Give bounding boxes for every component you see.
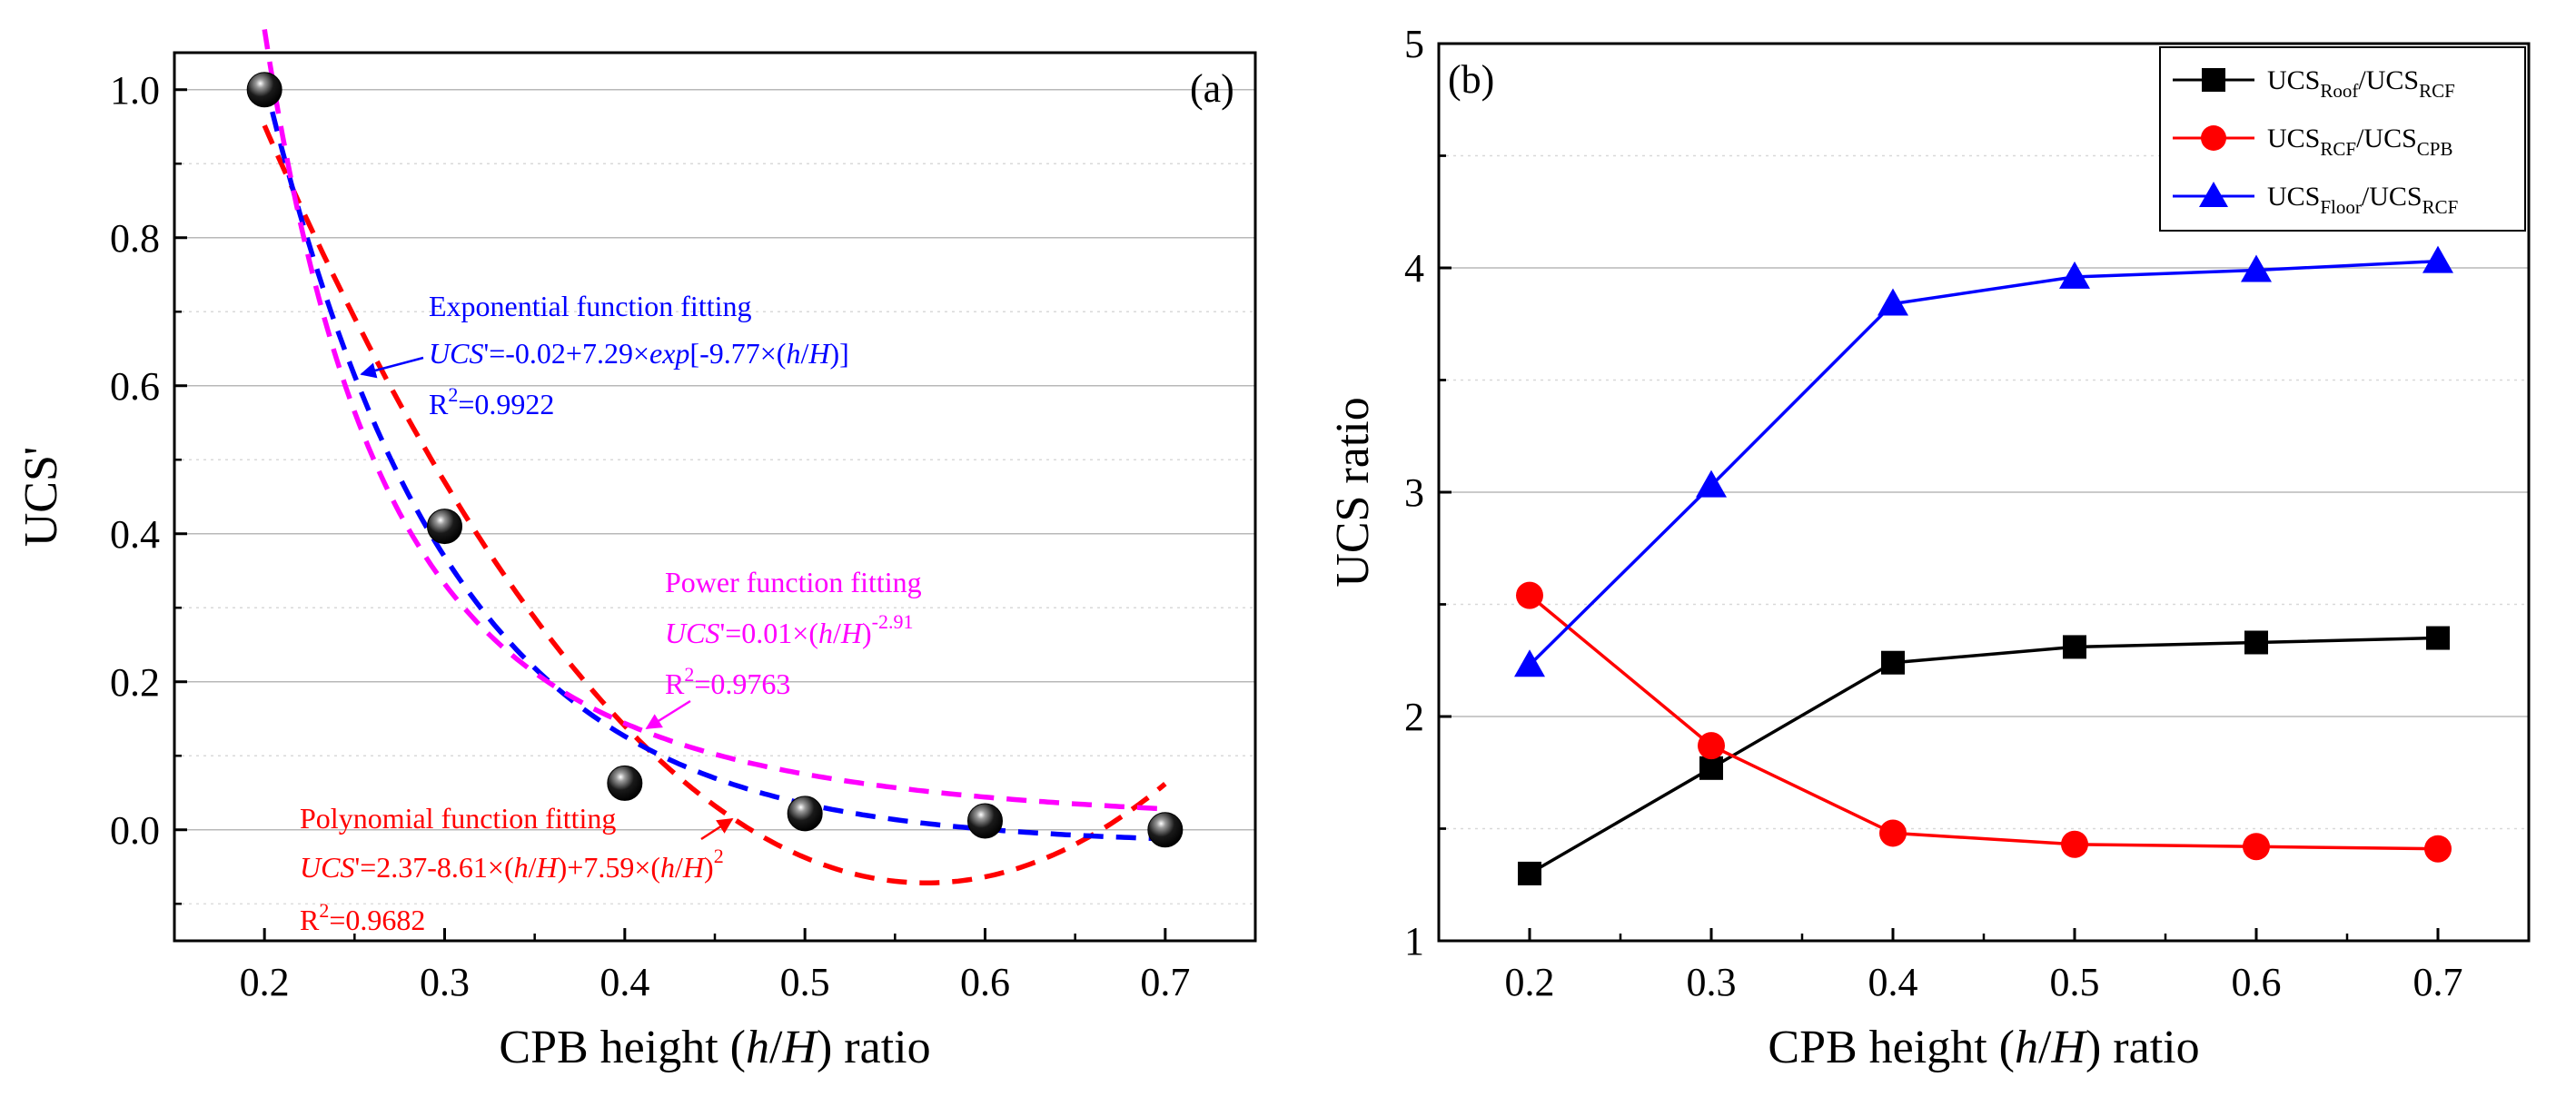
polynomial-fit-title: Polynomial function fitting [300,802,616,835]
legend-swatch-marker-floor [2199,182,2228,207]
data-point [1147,812,1184,848]
panel-b-ytick-label: 1 [1404,919,1424,964]
panel-b-series-markers [1514,245,2453,885]
series-line-floor [1528,259,2439,667]
data-point [967,803,1003,839]
series-marker-rcf [2243,833,2270,861]
panel-a-ytick-label: 0.6 [110,364,160,409]
exponential-fit-r2: R2=0.9922 [429,383,554,420]
series-marker-rcf [2061,830,2088,858]
panel-a-xtick-label: 0.3 [420,960,470,1004]
legend-entry-floor: UCSFloor/UCSRCF [2173,182,2458,218]
panel-a-xtick-label: 0.6 [960,960,1010,1004]
legend-label-floor: UCSFloor/UCSRCF [2267,182,2458,218]
panel-a-ytick-label: 0.0 [110,808,160,853]
series-marker-roof [1518,861,1541,885]
panel-a-gridlines [174,89,1255,904]
panel-b-xtick-label: 0.6 [2232,960,2282,1004]
exponential-fit-equation: UCS'=-0.02+7.29×exp[-9.77×(h/H)] [429,337,849,370]
power-fit-arrow [645,699,691,730]
legend-label-rcf: UCSRCF/UCSCPB [2267,124,2452,160]
panel-a-ytick-label: 0.2 [110,660,160,705]
data-point [607,765,643,801]
series-marker-roof [1881,650,1905,675]
polynomial-fit-curve [262,124,1167,885]
series-marker-rcf [1516,581,1543,609]
panel-b-xtick-label: 0.5 [2050,960,2100,1004]
panel-a-xtick-label: 0.2 [240,960,290,1004]
exponential-fit-title: Exponential function fitting [429,290,751,322]
panel-a-ytick-label: 1.0 [110,68,160,113]
legend-entry-roof: UCSRoof/UCSRCF [2173,65,2455,102]
panel-b-xtick-label: 0.4 [1868,960,1918,1004]
legend-label-roof: UCSRoof/UCSRCF [2267,65,2455,102]
panel-b-ticks: 1 2 3 4 5 0.2 0.3 0.4 0.5 0.6 0.7 [1404,22,2463,1004]
power-fit-curve [262,28,1165,812]
power-fit-r2: R2=0.9763 [665,663,790,700]
series-marker-roof [2063,635,2086,659]
panel-a-fit-curves [262,28,1167,885]
power-fit-annotation: Power function fitting UCS'=0.01×(h/H)-2… [645,566,922,730]
panel-a-data-points [246,72,1184,848]
panel-b-label: (b) [1448,57,1494,102]
series-marker-roof [2426,626,2450,650]
panel-b: 1 2 3 4 5 0.2 0.3 0.4 0.5 0.6 0.7 (b) UCS ratio CP… [1327,22,2531,1073]
panel-b-legend: UCSRoof/UCSRCF UCSRCF/UCSCPB UCSFloor/UC… [2159,46,2526,232]
panel-b-ytick-label: 2 [1404,695,1424,739]
panel-a: 0.0 0.2 0.4 0.6 0.8 1.0 0.2 0.3 0.4 0.5 0.6 0.7 (a)… [15,28,1257,1073]
panel-b-ytick-label: 4 [1404,246,1424,291]
exponential-fit-curve [262,79,1165,842]
polynomial-fit-r2: R2=0.9682 [300,899,425,936]
panel-b-xtick-label: 0.3 [1687,960,1737,1004]
series-marker-floor [1696,469,1727,498]
legend-swatch-marker-rcf [2201,125,2226,151]
series-marker-floor [2241,254,2272,282]
power-fit-title: Power function fitting [665,566,922,598]
panel-b-ytick-label: 5 [1404,22,1424,66]
panel-a-xtick-label: 0.5 [780,960,830,1004]
panel-a-ytick-label: 0.8 [110,216,160,261]
series-marker-rcf [2424,835,2452,863]
data-point [246,72,282,108]
series-line-rcf [1528,594,2439,851]
panel-a-label: (a) [1190,66,1234,111]
panel-a-xtick-label: 0.7 [1140,960,1190,1004]
panel-b-xlabel: CPB height (h/H) ratio [1768,1022,2199,1073]
series-marker-roof [2244,630,2268,655]
series-line-roof [1529,636,2439,875]
series-marker-floor [2059,261,2090,289]
polynomial-fit-equation: UCS'=2.37-8.61×(h/H)+7.59×(h/H)2 [300,845,724,884]
panel-a-ytick-label: 0.4 [110,512,160,557]
panel-a-xlabel: CPB height (h/H) ratio [499,1022,930,1073]
panel-b-xtick-label: 0.7 [2413,960,2463,1004]
power-fit-equation: UCS'=0.01×(h/H)-2.91 [665,610,913,649]
series-marker-rcf [1879,819,1907,847]
exponential-fit-annotation: Exponential function fitting UCS'=-0.02+… [360,290,849,420]
series-marker-floor [1514,649,1545,677]
panel-b-ylabel: UCS ratio [1327,397,1379,587]
panel-b-series-lines [1528,259,2439,875]
series-marker-roof [1699,756,1723,780]
series-marker-floor [1878,288,1908,316]
series-marker-rcf [1698,732,1725,760]
panel-a-ylabel: UCS' [15,447,67,548]
polynomial-fit-arrow [700,817,734,841]
legend-entry-rcf: UCSRCF/UCSCPB [2173,124,2452,160]
panel-b-xtick-label: 0.2 [1505,960,1555,1004]
data-point [427,509,462,545]
exponential-fit-arrow [360,356,424,379]
panel-b-ytick-label: 3 [1404,470,1424,515]
polynomial-fit-annotation: Polynomial function fitting UCS'=2.37-8.… [300,802,734,936]
panel-a-xtick-label: 0.4 [599,960,649,1004]
series-marker-floor [2422,245,2453,273]
legend-swatch-marker-roof [2202,68,2225,92]
panel-a-ticks: 0.0 0.2 0.4 0.6 0.8 1.0 0.2 0.3 0.4 0.5 0.6 0.7 [110,68,1190,1004]
data-point [787,796,823,832]
